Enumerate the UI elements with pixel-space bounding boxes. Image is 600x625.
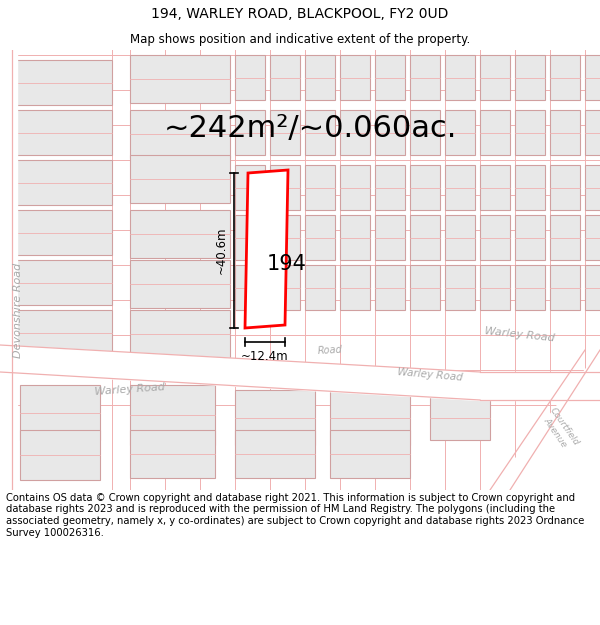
Text: Courtfield
Avenue: Courtfield Avenue bbox=[539, 406, 581, 454]
Bar bbox=[130, 310, 230, 358]
Bar bbox=[375, 55, 405, 100]
Bar bbox=[130, 385, 215, 445]
Bar bbox=[340, 215, 370, 260]
Bar bbox=[130, 110, 230, 158]
Text: ~12.4m: ~12.4m bbox=[241, 350, 289, 363]
Bar bbox=[550, 215, 580, 260]
Bar bbox=[550, 165, 580, 210]
Bar bbox=[270, 165, 300, 210]
Bar bbox=[515, 110, 545, 155]
Polygon shape bbox=[245, 170, 288, 328]
Bar bbox=[305, 265, 335, 310]
Text: Warley Road: Warley Road bbox=[484, 326, 556, 344]
Bar bbox=[375, 110, 405, 155]
Bar bbox=[410, 215, 440, 260]
Bar bbox=[20, 385, 100, 440]
Bar bbox=[235, 390, 315, 445]
Bar bbox=[480, 165, 510, 210]
Bar bbox=[585, 165, 600, 210]
Bar bbox=[270, 55, 300, 100]
Bar bbox=[550, 265, 580, 310]
Bar bbox=[340, 165, 370, 210]
Bar bbox=[550, 55, 580, 100]
Bar bbox=[330, 390, 410, 445]
Bar bbox=[305, 110, 335, 155]
Bar bbox=[270, 110, 300, 155]
Bar bbox=[585, 215, 600, 260]
Text: Devonshire Road: Devonshire Road bbox=[13, 262, 23, 358]
Bar bbox=[445, 165, 475, 210]
Bar bbox=[375, 215, 405, 260]
Bar bbox=[550, 110, 580, 155]
Bar bbox=[235, 215, 265, 260]
Bar bbox=[480, 55, 510, 100]
Bar bbox=[375, 165, 405, 210]
Bar bbox=[235, 110, 265, 155]
Bar bbox=[235, 55, 265, 100]
Bar bbox=[235, 265, 265, 310]
Bar bbox=[445, 55, 475, 100]
Bar bbox=[20, 430, 100, 480]
Bar bbox=[12, 260, 112, 305]
Text: Warley Road: Warley Road bbox=[397, 367, 463, 383]
Bar bbox=[305, 215, 335, 260]
Bar bbox=[480, 265, 510, 310]
Bar bbox=[305, 55, 335, 100]
Bar bbox=[330, 430, 410, 478]
Bar bbox=[130, 155, 230, 203]
Bar bbox=[130, 260, 230, 308]
Bar bbox=[340, 110, 370, 155]
Bar bbox=[130, 210, 230, 258]
Bar bbox=[585, 265, 600, 310]
Text: 194, WARLEY ROAD, BLACKPOOL, FY2 0UD: 194, WARLEY ROAD, BLACKPOOL, FY2 0UD bbox=[151, 7, 449, 21]
Bar bbox=[515, 215, 545, 260]
Bar bbox=[130, 55, 230, 103]
Bar bbox=[430, 395, 490, 440]
Bar bbox=[130, 430, 215, 478]
Bar bbox=[445, 110, 475, 155]
Text: ~242m²/~0.060ac.: ~242m²/~0.060ac. bbox=[163, 114, 457, 142]
Bar bbox=[235, 430, 315, 478]
Bar bbox=[410, 110, 440, 155]
Bar bbox=[305, 165, 335, 210]
Bar bbox=[410, 265, 440, 310]
Bar bbox=[585, 110, 600, 155]
Text: Road: Road bbox=[317, 344, 343, 356]
Bar bbox=[410, 55, 440, 100]
Bar bbox=[270, 215, 300, 260]
Bar bbox=[585, 55, 600, 100]
Text: Warley Road: Warley Road bbox=[94, 382, 166, 398]
Bar bbox=[12, 160, 112, 205]
Bar bbox=[12, 60, 112, 105]
Bar bbox=[340, 265, 370, 310]
Text: 194: 194 bbox=[266, 254, 307, 274]
Bar bbox=[235, 165, 265, 210]
Bar bbox=[515, 55, 545, 100]
Bar bbox=[480, 215, 510, 260]
Bar bbox=[515, 165, 545, 210]
Bar bbox=[445, 215, 475, 260]
Text: Contains OS data © Crown copyright and database right 2021. This information is : Contains OS data © Crown copyright and d… bbox=[6, 492, 584, 538]
Text: Map shows position and indicative extent of the property.: Map shows position and indicative extent… bbox=[130, 32, 470, 46]
Bar bbox=[480, 110, 510, 155]
Bar bbox=[375, 265, 405, 310]
Text: ~40.6m: ~40.6m bbox=[215, 227, 228, 274]
Bar bbox=[445, 265, 475, 310]
Bar bbox=[340, 55, 370, 100]
Bar bbox=[410, 165, 440, 210]
Bar bbox=[12, 110, 112, 155]
Bar bbox=[12, 310, 112, 355]
Bar bbox=[270, 265, 300, 310]
Bar bbox=[12, 210, 112, 255]
Bar bbox=[515, 265, 545, 310]
